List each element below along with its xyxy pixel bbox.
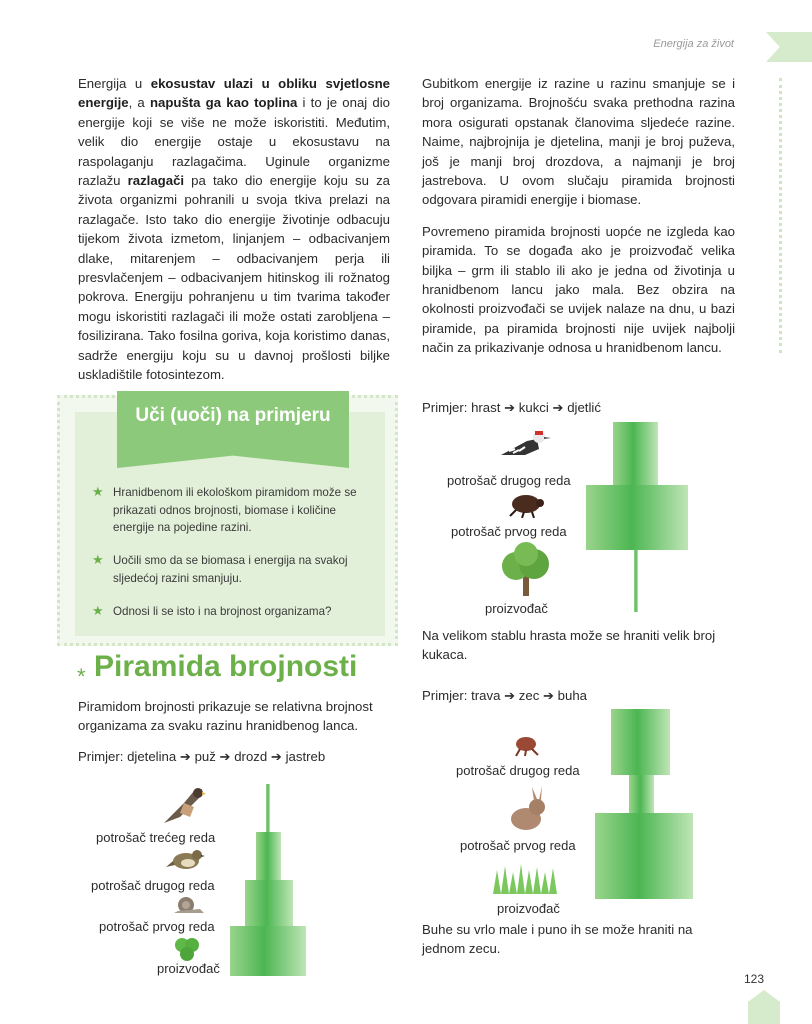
pyramid-level-1	[230, 926, 306, 976]
example-caption: Na velikom stablu hrasta može se hraniti…	[422, 628, 716, 663]
text-run: i to je onaj dio energije koji se više n…	[78, 95, 390, 189]
bold-term: ekosustav ulazi u obliku svjetlosne ener…	[78, 76, 390, 111]
dotted-divider	[779, 78, 782, 353]
bullet-item: ★ Uočili smo da se biomasa i energija na…	[92, 552, 372, 587]
pyramid-level-3	[256, 832, 281, 880]
rabbit-icon	[511, 786, 545, 830]
learn-box-title: Uči (uoči) na primjeru	[135, 405, 331, 426]
snail-icon	[174, 897, 204, 913]
section-title: Piramida brojnosti	[94, 650, 358, 683]
page-number: 123	[744, 972, 765, 986]
learn-box-banner	[117, 391, 349, 468]
running-title: Energija za život	[653, 38, 734, 50]
text-run: pa tako dio energije koju su za života o…	[78, 173, 390, 383]
paragraph: Gubitkom energije iz razine u razinu sma…	[422, 76, 735, 208]
woodpecker-icon	[501, 431, 551, 455]
text-run: Energija u	[78, 76, 151, 91]
page-tab	[748, 990, 780, 1024]
pyramid-label: potrošač drugog reda	[456, 763, 580, 778]
bullet-text: Uočili smo da se biomasa i energija na s…	[113, 554, 348, 585]
pyramid-label: potrošač drugog reda	[91, 878, 215, 893]
pyramid-level-2	[586, 485, 688, 550]
paragraph: Energija u ekosustav ulazi u obliku svje…	[78, 74, 390, 385]
star-icon: ★	[92, 603, 104, 618]
thrush-icon	[166, 850, 205, 869]
example-chain: Primjer: trava ➔ zec ➔ buha	[422, 688, 588, 703]
pyramid-label: potrošač prvog reda	[451, 524, 567, 539]
example-chain: Primjer: djetelina ➔ puž ➔ drozd ➔ jastr…	[78, 749, 326, 764]
bullet-item: ★ Odnosi li se isto i na brojnost organi…	[92, 603, 372, 621]
pyramid-label: potrošač trećeg reda	[96, 830, 216, 845]
bold-term: napušta ga kao toplina	[149, 95, 298, 111]
pyramid-level-3	[611, 709, 670, 775]
star-icon: *	[77, 664, 86, 689]
star-icon: ★	[92, 484, 104, 499]
pyramid-label: potrošač prvog reda	[460, 838, 576, 853]
left-column: Energija u ekosustav ulazi u obliku svje…	[78, 74, 390, 397]
pyramid-label: proizvođač	[157, 961, 220, 976]
pyramid-level-2	[245, 880, 293, 926]
grass-icon	[493, 864, 557, 894]
paragraph: Povremeno piramida brojnosti uopće ne iz…	[422, 223, 735, 356]
clover-icon	[175, 938, 199, 961]
bullet-item: ★ Hranidbenom ili ekološkom piramidom mo…	[92, 484, 372, 537]
oak-tree-icon	[502, 542, 549, 596]
pyramid-level-4	[266, 784, 270, 832]
right-column: Gubitkom energije iz razine u razinu sma…	[422, 74, 735, 370]
chapter-tab	[766, 32, 812, 62]
pyramid-level-1	[595, 813, 693, 899]
star-icon: ★	[92, 552, 104, 567]
pyramid-label: proizvođač	[485, 601, 548, 616]
flea-icon	[515, 737, 539, 757]
bold-term: razlagači	[127, 173, 185, 189]
text-run: , a	[128, 95, 150, 111]
section-intro: Piramidom brojnosti prikazuje se relativ…	[78, 699, 373, 734]
pyramid-level-2	[629, 775, 654, 813]
pyramid-label: proizvođač	[497, 901, 560, 916]
bullet-text: Hranidbenom ili ekološkom piramidom može…	[113, 486, 357, 534]
example-chain: Primjer: hrast ➔ kukci ➔ djetlić	[422, 400, 601, 415]
bullet-text: Odnosi li se isto i na brojnost organiza…	[113, 605, 332, 618]
pyramid-level-3	[613, 422, 658, 485]
example-caption: Buhe su vrlo male i puno ih se može hran…	[422, 922, 693, 957]
pyramid-label: potrošač prvog reda	[99, 919, 215, 934]
pyramid-level-1	[634, 550, 638, 612]
beetle-icon	[509, 495, 544, 518]
hawk-icon	[164, 788, 206, 823]
pyramid-label: potrošač drugog reda	[447, 473, 571, 488]
